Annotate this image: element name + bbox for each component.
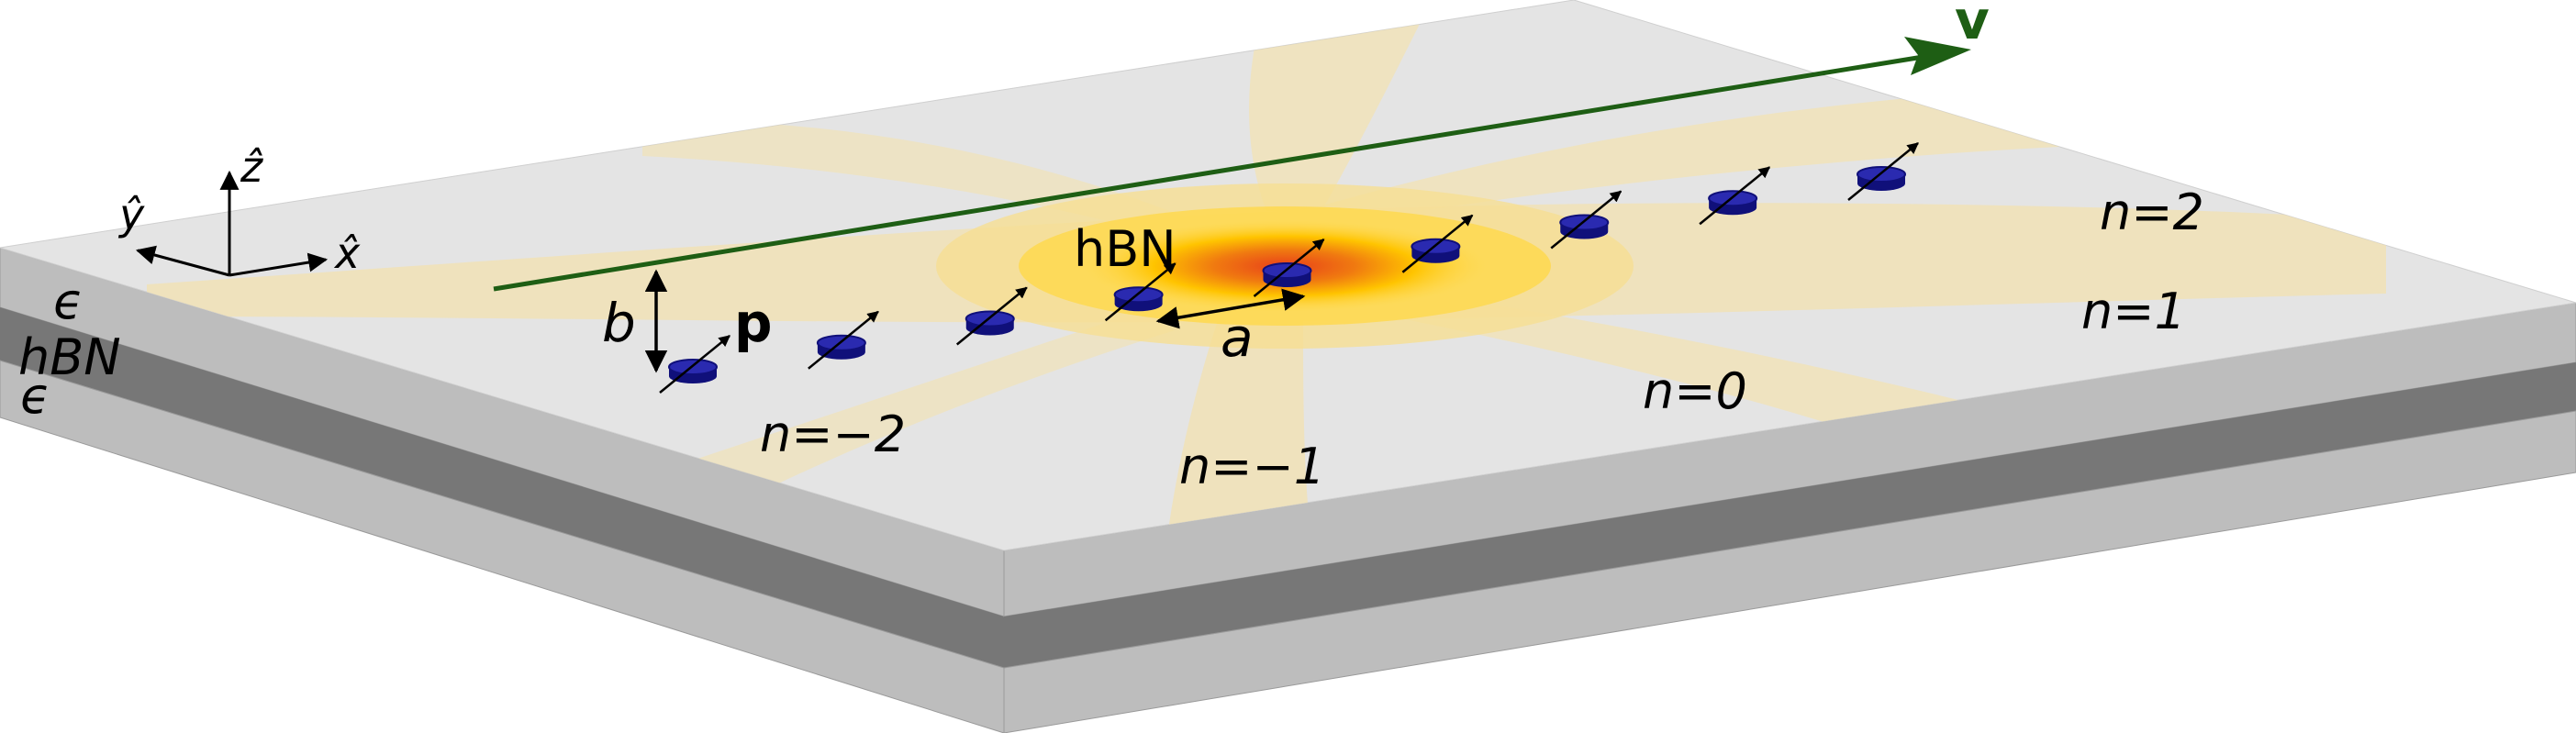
distance-b-indicator: b p [602,269,773,373]
dipole-moment-arrow [955,286,1028,346]
dipole-particle [1847,142,1919,201]
dipole-particle [1401,214,1474,273]
order-label-0: n=0 [1643,362,1747,420]
dipole-moment-arrow [1104,262,1176,322]
dipole-moment-arrow [808,310,879,370]
order-label-minus-2: n=−2 [760,405,906,463]
dipole-moment-arrow [659,335,730,394]
hbn-layer-label: hBN [18,328,121,386]
dipole-moment-arrow [1847,142,1919,201]
spacing-a-arrow [1155,288,1306,329]
velocity-vector: v [493,0,1990,292]
dipole-particle [1104,262,1176,322]
dipole-p-label: p [734,292,773,354]
dipole-moment-arrow [1253,239,1325,297]
distance-b-label: b [602,292,636,354]
top-epsilon-label: ϵ [53,272,84,330]
order-label-minus-1: n=−1 [1179,438,1325,495]
bottom-epsilon-label: ϵ [20,367,50,425]
layer-labels: ϵ hBN ϵ [18,272,121,425]
velocity-arrow [493,50,1946,292]
dipole-particle [955,286,1028,346]
hbn-layer-left [0,307,1004,668]
hbn-layer-right [1004,362,2576,668]
coordinate-axes: ẑ x̂ ŷ [117,142,361,278]
order-label-2: n=2 [2100,183,2204,241]
bottom-epsilon-layer-left [0,360,1005,733]
dipole-moment-arrow [1401,214,1474,273]
spacing-a-indicator: a hBN [1074,220,1306,369]
y-axis-arrow [135,245,230,277]
dipole-particle [659,335,730,394]
dipole-chain [659,142,1919,394]
dipole-moment-arrow [1699,166,1771,226]
velocity-label: v [1955,0,1990,51]
diffraction-orders: n=−2 n=−1 n=0 n=1 n=2 [760,183,2204,495]
bottom-epsilon-layer-right [1003,410,2576,733]
dipole-particle [1253,239,1325,297]
dipole-particle [1550,190,1623,250]
z-axis-label: ẑ [240,142,263,192]
x-axis-arrow [229,252,329,277]
spacing-a-label: a [1221,306,1254,369]
velocity-arrowhead [1904,37,1971,75]
y-axis-label: ŷ [117,190,145,239]
x-axis-label: x̂ [333,228,361,278]
hbn-label: hBN [1074,220,1176,278]
slab-layers [0,247,2576,733]
dipole-moment-arrow [1550,190,1623,250]
dipole-particle [808,310,879,370]
order-label-1: n=1 [2081,283,2186,340]
dipole-particle [1699,166,1771,226]
